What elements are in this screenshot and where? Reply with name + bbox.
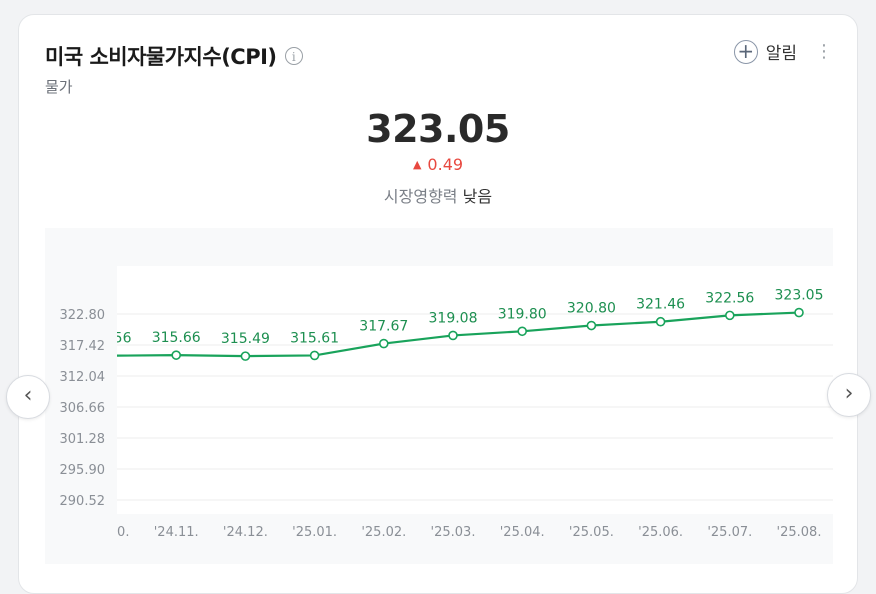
data-label: 320.80 (567, 301, 616, 317)
x-tick-label: '25.02. (361, 525, 406, 540)
chart-prev-button[interactable]: ‹ (6, 375, 50, 419)
data-point (448, 330, 458, 341)
cpi-line-chart: 322.80 317.42 312.04 306.66 301.28 295.90 290.… (60, 266, 833, 540)
x-tick-label: '24.10. (85, 525, 130, 540)
x-tick-label: '25.08. (777, 525, 822, 540)
data-point (378, 338, 389, 349)
y-tick-label: 290.52 (60, 494, 106, 509)
change-amount: 0.49 (427, 155, 464, 174)
x-tick-label: '25.07. (707, 525, 752, 540)
chart-next-button[interactable]: › (827, 373, 871, 417)
x-tick-label: '24.11. (154, 525, 199, 540)
current-value: 323.05 (366, 107, 510, 151)
data-label: 315.61 (290, 330, 339, 346)
category-label: 물가 (45, 78, 73, 96)
impact-label: 시장영향력 (383, 187, 458, 206)
title-text: 미국 소비자물가지수(CPI) (45, 45, 277, 69)
data-label: 319.80 (498, 306, 547, 322)
data-label: 315.66 (152, 330, 201, 346)
alert-button[interactable]: + 알림 ⋮ (733, 39, 833, 64)
y-tick-label: 322.80 (60, 308, 106, 323)
data-label: 317.67 (359, 319, 408, 335)
x-tick-label: '25.05. (569, 525, 614, 540)
x-tick-label: '25.04. (500, 525, 545, 540)
data-point (655, 316, 666, 327)
change-value: ▲ 0.49 (19, 155, 857, 174)
x-tick-label: '24.12. (223, 525, 268, 540)
data-point (309, 350, 320, 361)
impact-level: 낮음 (462, 187, 493, 206)
y-tick-label: 306.66 (60, 401, 106, 416)
x-tick-label: '25.03. (431, 525, 476, 540)
data-label: 315.56 (83, 331, 132, 347)
data-point (517, 326, 528, 337)
y-tick-label: 295.90 (60, 463, 106, 478)
up-arrow-icon: ▲ (412, 158, 422, 171)
data-point (794, 307, 804, 318)
series-group: 315.56 315.66 315.49 315.61 317.67 319.08 319.… (83, 288, 824, 361)
data-point (724, 310, 735, 321)
x-tick-label: '25.01. (292, 525, 337, 540)
data-point (240, 351, 251, 361)
data-point (586, 320, 597, 331)
y-tick-label: 317.42 (60, 339, 106, 354)
y-tick-label: 301.28 (60, 432, 106, 447)
plus-icon: + (733, 39, 758, 64)
data-label: 315.49 (221, 331, 270, 347)
market-impact: 시장영향력 낮음 (19, 183, 857, 207)
data-label: 323.05 (775, 288, 824, 304)
cpi-card: 미국 소비자물가지수(CPI) i 물가 + 알림 ⋮ 323.05 ▲ 0.49… (18, 14, 858, 594)
plot-background (117, 266, 833, 514)
indicator-title: 미국 소비자물가지수(CPI) i (45, 41, 303, 71)
y-tick-label: 312.04 (60, 370, 106, 385)
data-label: 322.56 (705, 290, 754, 306)
x-tick-label: '25.06. (638, 525, 683, 540)
data-label: 321.46 (636, 297, 685, 313)
alert-label: 알림 (765, 44, 797, 64)
more-options-icon[interactable]: ⋮ (815, 40, 833, 62)
info-icon[interactable]: i (284, 47, 303, 65)
data-label: 319.08 (429, 310, 478, 326)
data-point (171, 350, 181, 360)
chart-panel: 322.80 317.42 312.04 306.66 301.28 295.90 290.… (45, 228, 833, 564)
